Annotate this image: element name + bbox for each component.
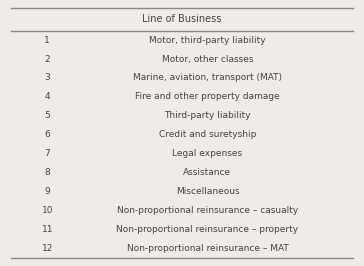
Text: Non-proportional reinsurance – MAT: Non-proportional reinsurance – MAT <box>127 244 288 253</box>
Text: 4: 4 <box>44 92 50 101</box>
Text: Assistance: Assistance <box>183 168 232 177</box>
Text: 10: 10 <box>41 206 53 215</box>
Text: 3: 3 <box>44 73 50 82</box>
Text: Line of Business: Line of Business <box>142 14 222 24</box>
Text: Fire and other property damage: Fire and other property damage <box>135 92 280 101</box>
Text: Marine, aviation, transport (MAT): Marine, aviation, transport (MAT) <box>133 73 282 82</box>
Text: 11: 11 <box>41 225 53 234</box>
Text: Non-proportional reinsurance – casualty: Non-proportional reinsurance – casualty <box>117 206 298 215</box>
Text: Credit and suretyship: Credit and suretyship <box>159 130 256 139</box>
Text: 7: 7 <box>44 149 50 158</box>
Text: 9: 9 <box>44 187 50 196</box>
Text: 8: 8 <box>44 168 50 177</box>
Text: Motor, other classes: Motor, other classes <box>162 55 253 64</box>
Text: 5: 5 <box>44 111 50 120</box>
Text: Non-proportional reinsurance – property: Non-proportional reinsurance – property <box>116 225 298 234</box>
Text: Third-party liability: Third-party liability <box>164 111 251 120</box>
Text: Miscellaneous: Miscellaneous <box>176 187 239 196</box>
Text: 6: 6 <box>44 130 50 139</box>
Text: 12: 12 <box>41 244 53 253</box>
Text: Motor, third-party liability: Motor, third-party liability <box>149 36 266 45</box>
Text: 1: 1 <box>44 36 50 45</box>
Text: 2: 2 <box>44 55 50 64</box>
Text: Legal expenses: Legal expenses <box>173 149 242 158</box>
